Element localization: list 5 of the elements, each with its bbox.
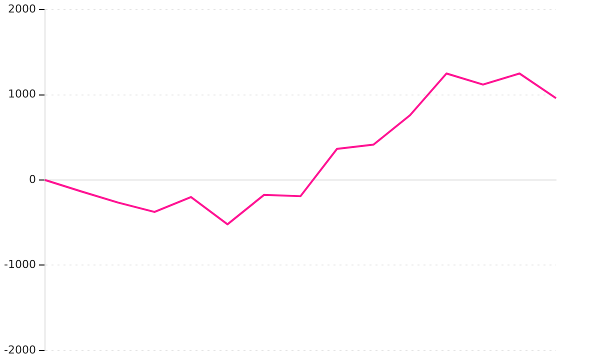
y-tick-label: -1000 <box>4 258 36 272</box>
y-tick-label: 1000 <box>8 88 36 101</box>
y-tick-label: 2000 <box>8 2 36 16</box>
y-tick-label: -2000 <box>4 343 36 356</box>
y-tick-label: 0 <box>29 172 36 186</box>
